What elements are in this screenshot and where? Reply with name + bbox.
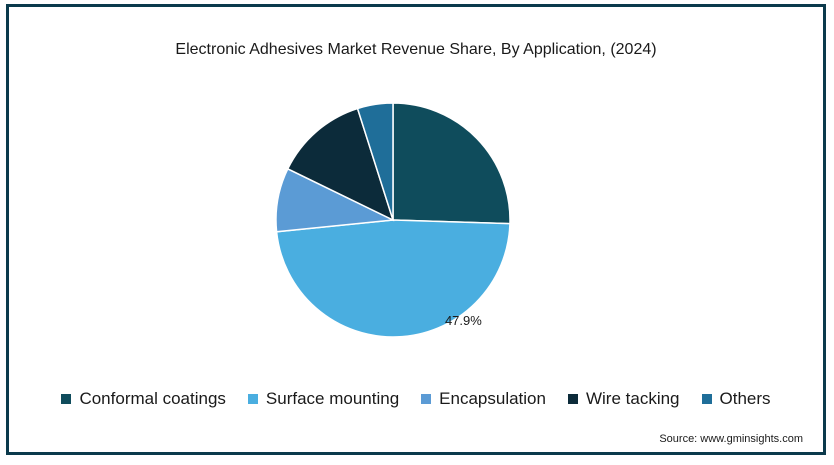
legend-label: Surface mounting [265, 389, 400, 408]
legend-item-others: Others [701, 389, 771, 409]
legend-item-conformal-coatings: Conformal coatings [61, 389, 226, 409]
legend-label: Wire tacking [585, 389, 680, 408]
chart-frame: Electronic Adhesives Market Revenue Shar… [6, 4, 826, 455]
pie-chart: 47.9% [275, 102, 511, 338]
legend-label: Conformal coatings [79, 389, 226, 408]
legend-swatch [61, 394, 72, 404]
legend-swatch [421, 394, 432, 404]
legend-label: Encapsulation [439, 389, 546, 408]
data-label-surface-mounting: 47.9% [445, 313, 482, 328]
chart-legend: Conformal coatings Surface mounting Encaps… [9, 389, 823, 409]
pie-slice-wire-tacking [286, 107, 395, 222]
source-note: Source: www.gminsights.com [659, 433, 803, 445]
legend-swatch [701, 394, 712, 404]
legend-item-encapsulation: Encapsulation [421, 389, 546, 409]
legend-swatch [247, 394, 258, 404]
legend-item-surface-mounting: Surface mounting [247, 389, 400, 409]
pie-slice-others [356, 102, 394, 221]
legend-label: Others [719, 389, 771, 408]
pie-slice-surface-mounting [275, 219, 511, 338]
legend-item-wire-tacking: Wire tacking [567, 389, 680, 409]
chart-title: Electronic Adhesives Market Revenue Shar… [175, 41, 657, 58]
pie-slice-conformal-coatings [392, 102, 511, 225]
legend-swatch [567, 394, 578, 404]
